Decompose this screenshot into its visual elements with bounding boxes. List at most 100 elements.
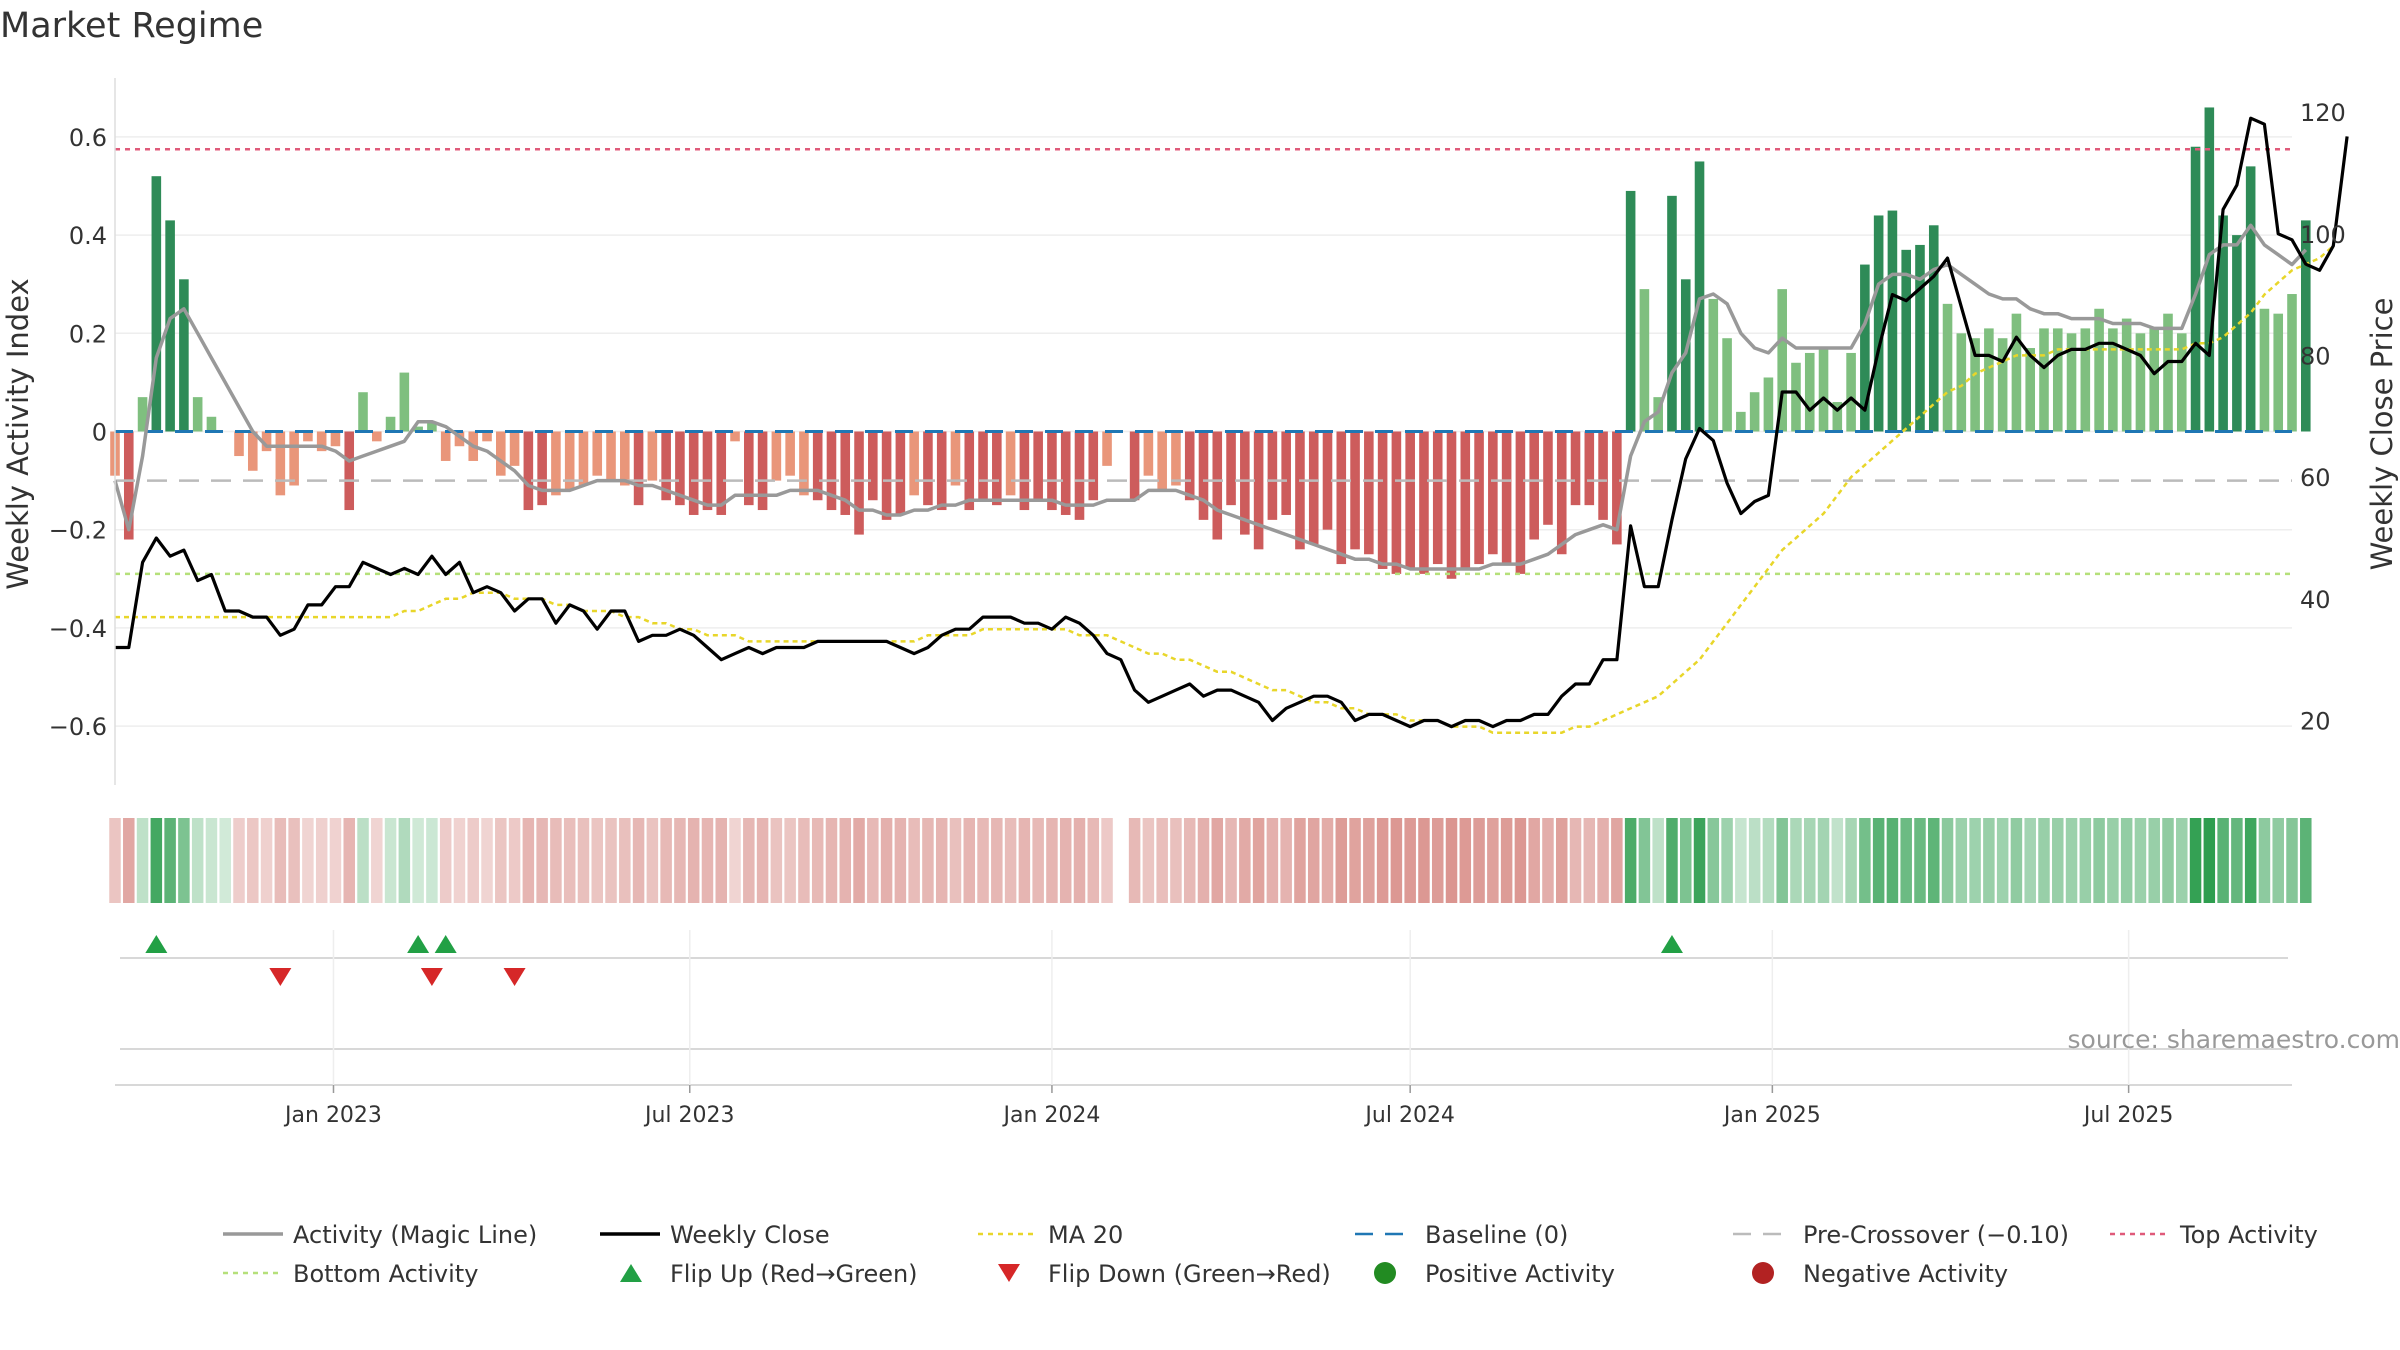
activity-bar [2287, 294, 2297, 432]
regime-strip-cell [2052, 818, 2064, 903]
activity-bar [812, 431, 823, 501]
legend-label: Positive Activity [1425, 1260, 1615, 1288]
activity-bar [854, 431, 864, 535]
regime-strip-cell [426, 818, 438, 903]
ma20-line [115, 244, 2335, 734]
activity-bar [261, 431, 272, 452]
regime-strip-cell [1487, 818, 1499, 903]
activity-bar [1708, 298, 1719, 432]
activity-bar [1474, 431, 1484, 565]
regime-strip-cell [1804, 818, 1816, 903]
regime-strip-cell [1996, 818, 2009, 903]
activity-bar [840, 431, 851, 515]
activity-bar [1543, 431, 1553, 525]
regime-strip-cell [1363, 818, 1375, 903]
legend-label: Negative Activity [1803, 1260, 2008, 1288]
legend-label: Flip Up (Red→Green) [670, 1260, 918, 1288]
activity-bar [1267, 431, 1278, 520]
chart-title: Market Regime [0, 6, 263, 46]
activity-bar [303, 431, 313, 442]
regime-strip-cell [508, 818, 521, 903]
regime-strip-cell [743, 818, 755, 903]
activity-bar [1997, 338, 2008, 432]
activity-bar [1612, 431, 1622, 545]
regime-strip-cell [2024, 818, 2036, 903]
regime-strip-cell [1142, 818, 1155, 903]
left-tick-label: −0.4 [49, 615, 107, 643]
activity-bar [1901, 249, 1911, 432]
reference-lines [115, 147, 2292, 576]
regime-strip-cell [2148, 818, 2160, 903]
activity-bar [1226, 431, 1236, 506]
regime-strip-cell [1528, 818, 1540, 903]
regime-strip-cell [1087, 818, 1100, 903]
regime-strip-cell [1431, 818, 1444, 903]
right-tick-label: 40 [2300, 586, 2331, 614]
activity-bar [1129, 431, 1140, 501]
activity-bar [1970, 338, 1980, 432]
legend-label: Baseline (0) [1425, 1221, 1568, 1249]
regime-strip-cell [1762, 818, 1775, 903]
regime-strip-cell [1707, 818, 1720, 903]
regime-strip-cell [1459, 818, 1472, 903]
regime-strip-cell [1004, 818, 1017, 903]
activity-bar [385, 416, 396, 432]
right-tick-label: 80 [2300, 342, 2331, 370]
regime-strip-cell [1335, 818, 1348, 903]
activity-bar [1336, 431, 1347, 565]
activity-bar [1198, 431, 1209, 520]
regime-strip-cell [674, 818, 686, 903]
regime-strip-cell [191, 818, 204, 903]
regime-strip-cell [1128, 818, 1141, 903]
activity-bar [482, 431, 492, 442]
regime-strip-cell [2300, 818, 2312, 903]
activity-bar [771, 431, 782, 481]
axes: −0.6 −0.4 −0.2 0 0.2 0.4 0.6 20 40 60 80 100 120 [49, 78, 2346, 785]
activity-bar [1419, 431, 1429, 574]
regime-strip-cell [2107, 818, 2119, 903]
regime-strip-cell [536, 818, 548, 903]
activity-bar [358, 392, 368, 432]
left-tick-label: −0.6 [49, 713, 107, 741]
activity-bar [950, 431, 961, 486]
activity-bar [1060, 431, 1071, 515]
regime-strip-cell [963, 818, 976, 903]
regime-strip-cell [1955, 818, 1968, 903]
regime-strip-cell [1156, 818, 1168, 903]
regime-strip-cell [260, 818, 273, 903]
activity-bar [344, 431, 355, 511]
regime-strip-cell [1624, 818, 1637, 903]
activity-bar [2052, 328, 2063, 432]
right-tick-label: 20 [2300, 708, 2331, 736]
activity-bar [2149, 328, 2160, 432]
regime-strip-cell [2134, 818, 2147, 903]
activity-bar [1005, 431, 1016, 496]
activity-bar [1171, 431, 1181, 486]
regime-strip-cell [1652, 818, 1664, 903]
legend-label: Top Activity [2179, 1221, 2318, 1249]
regime-strip-cell [1183, 818, 1196, 903]
regime-strip-cell [164, 818, 176, 903]
activity-bar [1763, 377, 1774, 432]
activity-bar [427, 421, 437, 432]
regime-strip-cell [219, 818, 231, 903]
regime-strip-cell [1886, 818, 1899, 903]
x-tick-label: Jan 2025 [1722, 1103, 1821, 1128]
regime-strip-cell [922, 818, 934, 903]
regime-strip-cell [867, 818, 879, 903]
activity-bar [1047, 431, 1057, 511]
activity-bar [1887, 210, 1898, 432]
regime-strip-cell [605, 818, 617, 903]
activity-bar [179, 279, 189, 432]
regime-strip-cell [274, 818, 287, 903]
activity-bar [2163, 313, 2173, 432]
activity-bar [647, 431, 658, 481]
activity-bar [730, 431, 740, 442]
regime-strip-cell [247, 818, 259, 903]
activity-bar [716, 431, 727, 515]
activity-bar [330, 431, 341, 447]
regime-strip-cell [2286, 818, 2298, 903]
regime-strip-cell [619, 818, 631, 903]
regime-strip-cell [1032, 818, 1044, 903]
activity-bar [785, 431, 795, 476]
